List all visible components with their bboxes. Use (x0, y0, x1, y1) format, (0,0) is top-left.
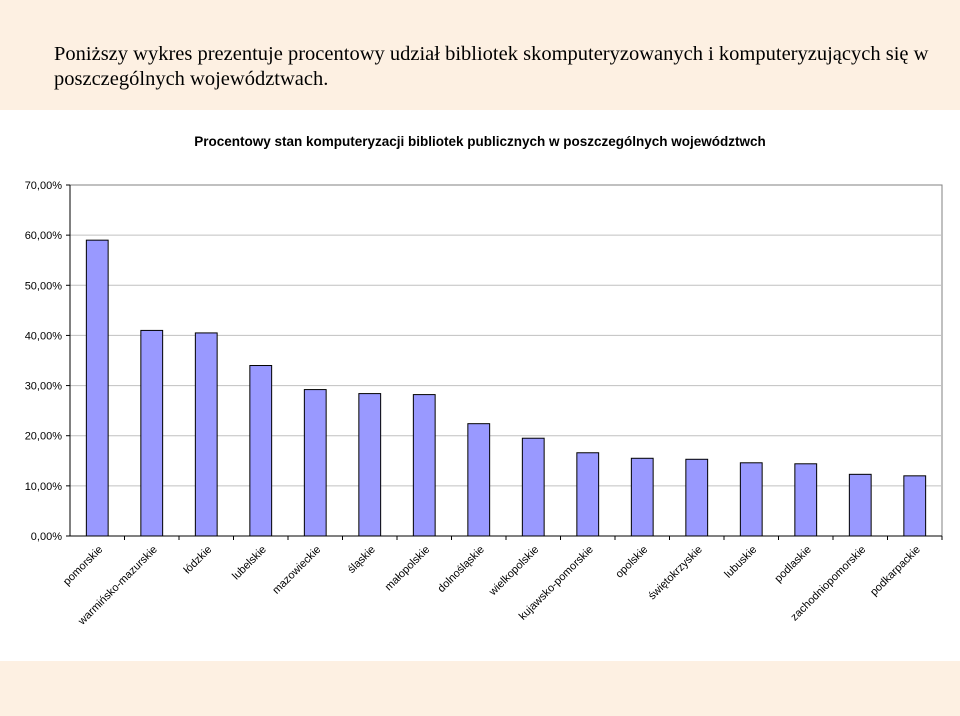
x-tick-label: łódzkie (182, 544, 215, 577)
y-tick-label: 0,00% (31, 531, 62, 543)
bar-14 (794, 463, 818, 537)
bar-3 (194, 332, 218, 537)
bar-8 (467, 423, 491, 537)
x-tick-label: śląskie (346, 544, 378, 576)
bar-4 (249, 365, 273, 537)
y-tick-label: 40,00% (25, 330, 63, 342)
y-tick-label: 60,00% (25, 230, 63, 242)
y-tick-label: 70,00% (25, 180, 63, 192)
chart-title: Procentowy stan komputeryzacji bibliotek… (194, 134, 766, 149)
bar-10 (576, 452, 600, 537)
bar-6 (358, 393, 382, 537)
bar-7 (412, 394, 436, 537)
y-tick-label: 10,00% (25, 481, 63, 493)
x-tick-label: dolnośląskie (436, 544, 487, 595)
y-tick-label: 50,00% (25, 280, 63, 292)
bar-16 (903, 475, 927, 537)
x-tick-label: małopolskie (383, 544, 433, 594)
bar-13 (739, 462, 763, 537)
footer-band (0, 661, 960, 716)
bar-5 (303, 389, 327, 537)
y-tick-label: 30,00% (25, 381, 63, 393)
bars (85, 239, 943, 540)
bar-chart: Procentowy stan komputeryzacji bibliotek… (25, 134, 943, 628)
x-tick-label: opolskie (613, 544, 650, 581)
x-tick-label: lubelskie (230, 544, 269, 583)
bar-15 (848, 473, 872, 537)
x-tick-label: podlaskie (773, 544, 814, 585)
bar-12 (685, 458, 709, 537)
x-tick-label: podkarpackie (868, 544, 923, 599)
x-tick-label: pomorskie (61, 544, 105, 588)
x-tick-label: wielkopolskie (486, 544, 541, 599)
intro-text: Poniższy wykres prezentuje procentowy ud… (54, 43, 929, 90)
x-tick-label: lubuskie (722, 544, 759, 581)
bar-9 (521, 437, 545, 537)
bar-11 (630, 457, 654, 537)
bar-2 (140, 329, 164, 537)
y-tick-label: 20,00% (25, 431, 63, 443)
header-band: Poniższy wykres prezentuje procentowy ud… (0, 0, 960, 110)
x-tick-label: mazowieckie (270, 544, 323, 597)
x-tick-label: świętokrzyskie (646, 544, 705, 603)
bar-1 (85, 239, 109, 537)
